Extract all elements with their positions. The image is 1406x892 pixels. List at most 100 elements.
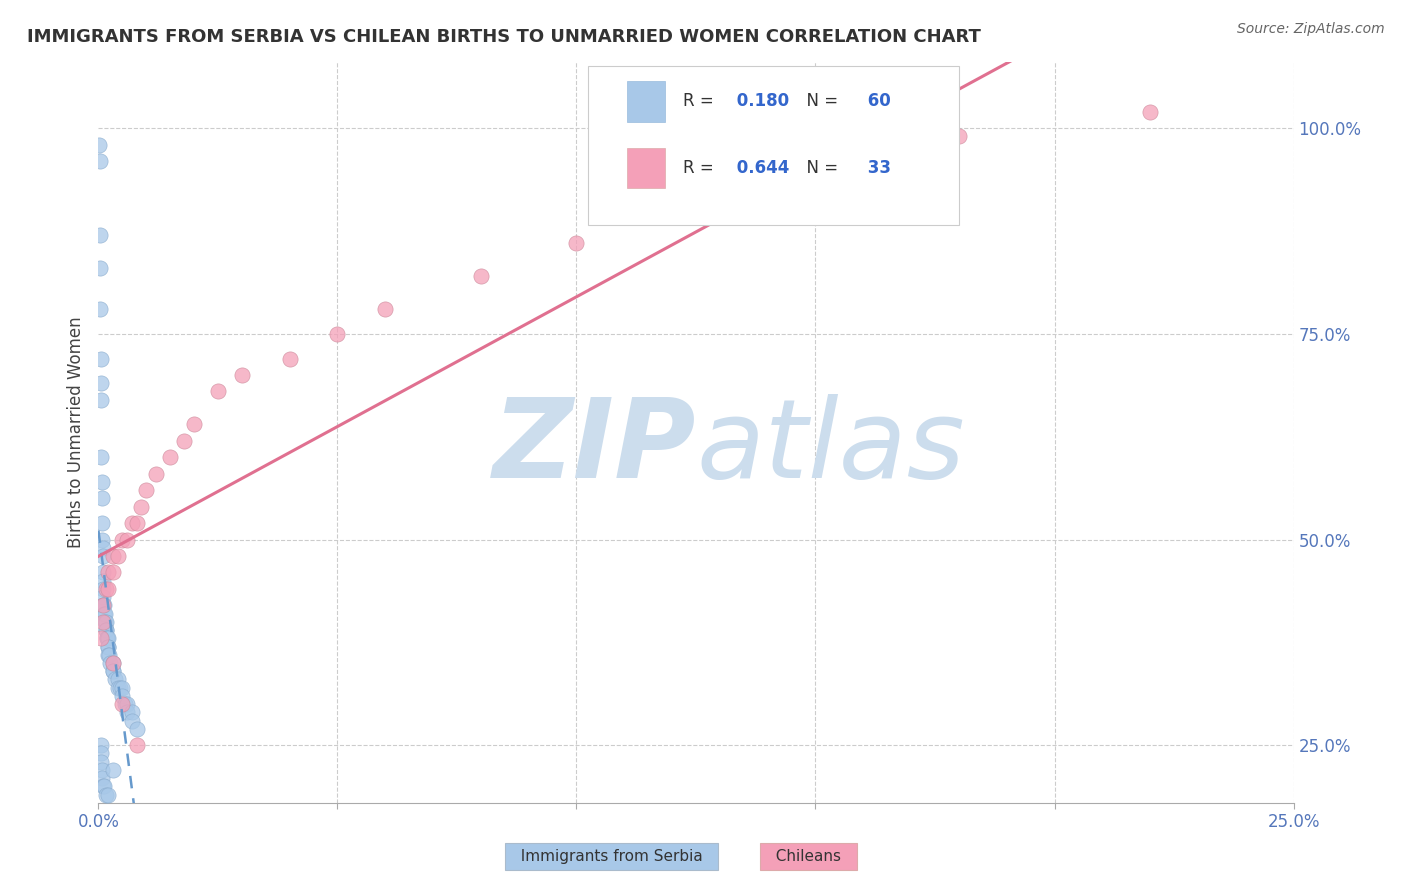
Point — [90, 763, 112, 777]
Text: IMMIGRANTS FROM SERBIA VS CHILEAN BIRTHS TO UNMARRIED WOMEN CORRELATION CHART: IMMIGRANTS FROM SERBIA VS CHILEAN BIRTHS… — [27, 28, 980, 45]
Point — [96, 632, 118, 646]
Point — [94, 623, 117, 637]
Point — [661, 203, 683, 218]
Point — [94, 615, 117, 629]
Text: ZIP: ZIP — [492, 394, 696, 501]
Text: N =: N = — [796, 159, 838, 177]
Text: atlas: atlas — [696, 394, 965, 501]
Point — [91, 566, 114, 580]
Point — [121, 516, 143, 530]
Point — [108, 681, 131, 695]
Point — [94, 615, 117, 629]
Point — [183, 417, 205, 432]
Point — [91, 582, 114, 596]
Point — [111, 533, 134, 547]
Text: 0.644: 0.644 — [731, 159, 789, 177]
Point — [93, 780, 115, 794]
Point — [91, 533, 114, 547]
Text: 0.180: 0.180 — [731, 92, 789, 111]
Point — [326, 326, 349, 341]
Point — [89, 261, 111, 276]
Point — [111, 697, 134, 711]
Point — [97, 640, 120, 654]
Point — [135, 483, 157, 498]
Point — [115, 697, 138, 711]
Point — [114, 697, 136, 711]
Point — [207, 384, 229, 399]
Point — [97, 582, 120, 596]
Point — [89, 302, 111, 317]
Point — [101, 656, 124, 670]
Point — [89, 137, 111, 152]
Point — [91, 615, 114, 629]
Point — [115, 706, 138, 720]
Point — [90, 376, 112, 391]
Point — [107, 673, 129, 687]
Point — [111, 681, 134, 695]
Point — [91, 516, 114, 530]
Point — [91, 549, 114, 563]
Point — [91, 590, 114, 604]
Point — [91, 541, 114, 555]
Point — [91, 599, 114, 613]
Point — [90, 392, 112, 407]
Point — [89, 228, 111, 243]
Point — [94, 788, 117, 802]
Point — [101, 549, 124, 563]
Point — [90, 755, 112, 769]
Point — [101, 656, 124, 670]
Point — [145, 467, 167, 481]
Text: Source: ZipAtlas.com: Source: ZipAtlas.com — [1237, 22, 1385, 37]
Point — [131, 500, 153, 514]
Point — [93, 599, 115, 613]
Point — [94, 582, 117, 596]
Point — [90, 491, 112, 506]
Point — [97, 648, 120, 662]
Point — [93, 607, 115, 621]
Point — [115, 533, 138, 547]
Text: Immigrants from Serbia: Immigrants from Serbia — [510, 849, 713, 863]
Point — [97, 566, 120, 580]
Point — [121, 714, 143, 728]
Point — [90, 450, 112, 465]
Text: 60: 60 — [862, 92, 891, 111]
Point — [804, 162, 827, 177]
Text: R =: R = — [683, 92, 714, 111]
Text: 33: 33 — [862, 159, 891, 177]
Point — [91, 599, 114, 613]
Point — [125, 722, 148, 736]
Point — [173, 434, 195, 448]
Point — [94, 623, 117, 637]
Point — [231, 368, 253, 382]
Text: Chileans: Chileans — [766, 849, 851, 863]
Point — [125, 516, 148, 530]
Point — [159, 450, 181, 465]
Point — [93, 607, 115, 621]
Point — [98, 656, 122, 670]
Point — [948, 129, 970, 144]
Point — [374, 302, 396, 317]
Point — [125, 738, 148, 752]
Point — [97, 640, 120, 654]
Point — [107, 681, 129, 695]
Point — [97, 632, 120, 646]
Point — [90, 738, 112, 752]
Point — [101, 763, 124, 777]
Point — [107, 549, 129, 563]
Point — [97, 648, 120, 662]
Point — [101, 664, 124, 678]
Point — [89, 154, 111, 169]
Point — [278, 351, 301, 366]
Point — [90, 475, 112, 489]
Point — [97, 788, 120, 802]
Bar — [627, 81, 665, 121]
FancyBboxPatch shape — [589, 66, 959, 226]
Text: R =: R = — [683, 159, 714, 177]
Point — [470, 269, 492, 284]
Point — [111, 689, 134, 703]
Point — [1139, 104, 1161, 119]
Point — [90, 632, 112, 646]
Point — [565, 236, 588, 251]
Point — [90, 351, 112, 366]
Point — [121, 706, 143, 720]
